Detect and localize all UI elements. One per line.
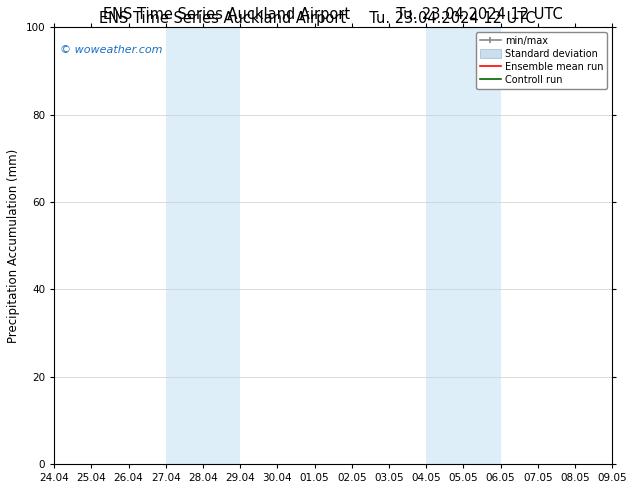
Text: © woweather.com: © woweather.com: [60, 45, 162, 55]
Legend: min/max, Standard deviation, Ensemble mean run, Controll run: min/max, Standard deviation, Ensemble me…: [476, 32, 607, 89]
Text: ENS Time Series Auckland Airport     Tu. 23.04.2024 12 UTC: ENS Time Series Auckland Airport Tu. 23.…: [99, 11, 535, 26]
Bar: [426, 27, 501, 464]
Title: ENS Time Series Auckland Airport          Tu. 23.04.2024 12 UTC: ENS Time Series Auckland Airport Tu. 23.…: [103, 7, 563, 22]
Y-axis label: Precipitation Accumulation (mm): Precipitation Accumulation (mm): [7, 148, 20, 343]
Bar: [165, 27, 240, 464]
